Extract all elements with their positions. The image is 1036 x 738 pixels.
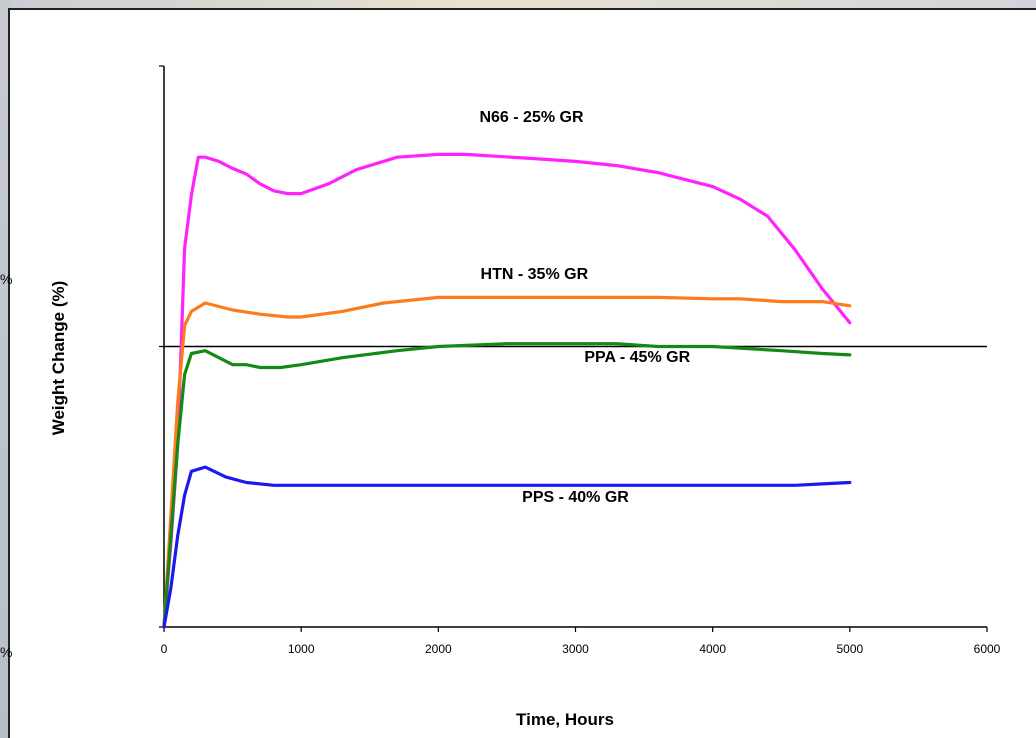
series-lines: [162, 152, 852, 629]
y-axis-title: Weight Change (%): [49, 281, 68, 436]
x-tick-label: 0: [161, 642, 168, 656]
series-label-2: PPA - 45% GR: [584, 349, 690, 366]
x-tick-label: 1000: [288, 642, 315, 656]
series-label-0: N66 - 25% GR: [479, 109, 583, 126]
series-line-1: [162, 295, 852, 629]
backdrop-top-strip: [0, 0, 1036, 10]
y-tick-fragment-upper: %: [0, 271, 12, 287]
series-line-2: [162, 342, 852, 629]
backdrop-left-strip: [0, 0, 10, 738]
series-line-3: [162, 465, 852, 629]
x-tick-label: 6000: [974, 642, 1001, 656]
series-labels: N66 - 25% GR HTN - 35% GR PPA - 45% GR PPS …: [479, 109, 690, 506]
x-tick-label: 3000: [562, 642, 589, 656]
x-tick-label: 4000: [699, 642, 726, 656]
axes: [159, 65, 988, 632]
x-axis-title: Time, Hours: [516, 710, 614, 729]
series-line-0: [162, 152, 852, 629]
tick-labels: 0 1000 2000 3000 4000 5000 6000: [161, 642, 1001, 656]
y-tick-fragment-lower: %: [0, 644, 12, 660]
x-tick-label: 2000: [425, 642, 452, 656]
series-label-1: HTN - 35% GR: [481, 266, 589, 283]
x-tick-label: 5000: [836, 642, 863, 656]
series-label-3: PPS - 40% GR: [522, 489, 629, 506]
